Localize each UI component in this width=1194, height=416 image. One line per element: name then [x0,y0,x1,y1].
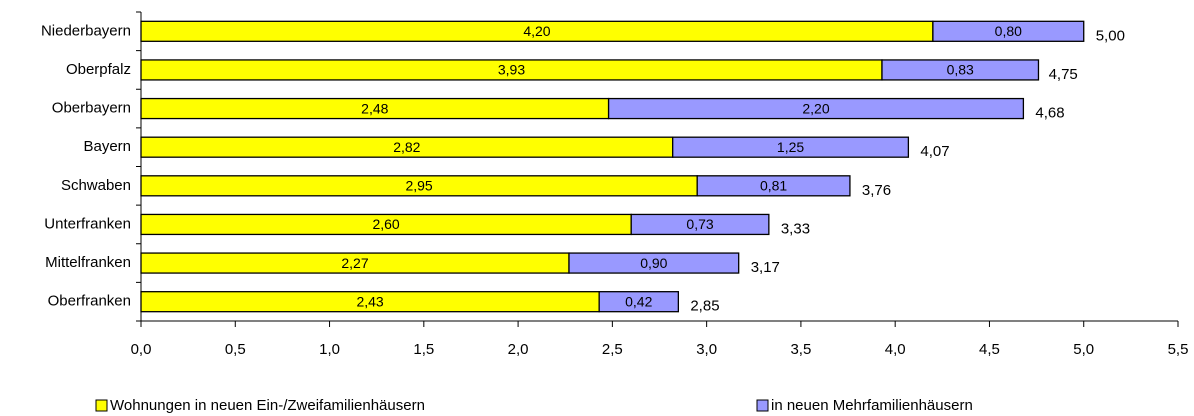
category-label: Oberfranken [48,293,131,310]
x-tick-label: 5,5 [1168,341,1189,358]
category-label: Mittelfranken [45,254,131,271]
segment-label: 1,25 [777,139,804,155]
total-label: 4,68 [1035,105,1064,122]
segment-label: 0,80 [995,23,1022,39]
segment-label: 2,48 [361,100,388,116]
total-label: 4,07 [920,143,949,160]
segment-label: 0,42 [625,293,652,309]
segment-label: 4,20 [523,23,550,39]
x-tick-label: 3,0 [696,341,717,358]
segment-label: 2,43 [356,293,383,309]
x-tick-label: 0,5 [225,341,246,358]
x-tick-label: 2,5 [602,341,623,358]
total-label: 3,76 [862,182,891,199]
bar-segment [568,252,740,274]
category-label: Niederbayern [41,22,131,39]
legend-swatch [95,399,108,412]
segment-label: 0,81 [760,178,787,194]
x-tick-label: 1,0 [319,341,340,358]
total-label: 3,33 [781,220,810,237]
x-tick-label: 1,5 [413,341,434,358]
bar-segment [881,59,1040,81]
category-label: Oberbayern [52,100,131,117]
x-tick-label: 0,0 [131,341,152,358]
bar-segment [932,20,1085,42]
total-label: 4,75 [1049,66,1078,83]
segment-label: 2,95 [405,178,432,194]
segment-label: 0,90 [640,255,667,271]
x-tick-label: 4,5 [979,341,1000,358]
category-label: Bayern [83,138,131,155]
bar-segment [672,136,910,158]
category-label: Unterfranken [44,215,131,232]
legend-swatch [756,399,769,412]
x-tick-label: 3,5 [790,341,811,358]
x-tick-label: 2,0 [508,341,529,358]
total-label: 3,17 [751,259,780,276]
bar-segment [607,97,1025,120]
segment-label: 0,83 [947,62,974,78]
segment-label: 2,27 [341,255,368,271]
segment-label: 2,20 [802,100,829,116]
total-label: 2,85 [690,298,719,315]
x-tick-label: 5,0 [1073,341,1094,358]
category-label: Oberpfalz [66,61,131,78]
bar-segment [598,291,680,313]
segment-label: 3,93 [498,62,525,78]
segment-label: 2,82 [393,139,420,155]
category-label: Schwaben [61,177,131,194]
bar-segment [696,175,851,197]
total-label: 5,00 [1096,27,1125,44]
segment-label: 2,60 [372,216,399,232]
x-tick-label: 4,0 [885,341,906,358]
segment-label: 0,73 [686,216,713,232]
legend-label: Wohnungen in neuen Ein-/Zweifamilienhäus… [110,397,425,414]
bar-segment [630,213,770,236]
legend-label: in neuen Mehrfamilienhäusern [771,397,973,414]
